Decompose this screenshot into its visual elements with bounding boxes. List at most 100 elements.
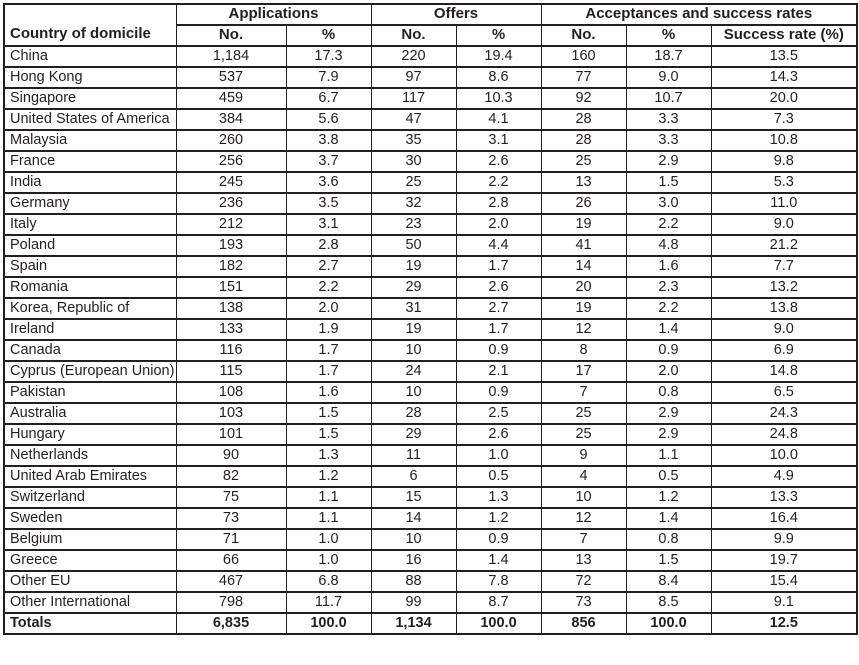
country-cell: France — [3, 150, 177, 173]
value-cell: 25 — [540, 150, 627, 173]
value-cell: 2.9 — [625, 402, 712, 425]
value-cell: 1.2 — [455, 507, 542, 530]
value-cell: 2.5 — [455, 402, 542, 425]
value-cell: 1.3 — [285, 444, 372, 467]
value-cell: 1.0 — [285, 528, 372, 551]
value-cell: 32 — [370, 192, 457, 215]
value-cell: 3.5 — [285, 192, 372, 215]
sub-header-offers-pct: % — [455, 24, 542, 47]
value-cell: 11 — [370, 444, 457, 467]
value-cell: 138 — [175, 297, 287, 320]
value-cell: 14 — [370, 507, 457, 530]
value-cell: 24 — [370, 360, 457, 383]
value-cell: 2.0 — [285, 297, 372, 320]
value-cell: 537 — [175, 66, 287, 89]
value-cell: 133 — [175, 318, 287, 341]
value-cell: 256 — [175, 150, 287, 173]
value-cell: 3.1 — [285, 213, 372, 236]
value-cell: 35 — [370, 129, 457, 152]
table-row: United States of America 384 5.6 47 4.1 28 3.3… — [3, 108, 858, 131]
value-cell: 66 — [175, 549, 287, 572]
value-cell: 10 — [370, 381, 457, 404]
value-cell: 2.6 — [455, 276, 542, 299]
value-cell: 20 — [540, 276, 627, 299]
totals-applications-no: 6,835 — [175, 612, 287, 635]
value-cell: 245 — [175, 171, 287, 194]
value-cell: 2.2 — [285, 276, 372, 299]
value-cell: 4.9 — [710, 465, 858, 488]
table-row: Sweden 73 1.1 14 1.2 12 1.4 16.4 — [3, 507, 858, 530]
table-row: Pakistan 108 1.6 10 0.9 7 0.8 6.5 — [3, 381, 858, 404]
value-cell: 10.8 — [710, 129, 858, 152]
value-cell: 10.7 — [625, 87, 712, 110]
value-cell: 92 — [540, 87, 627, 110]
value-cell: 2.7 — [285, 255, 372, 278]
value-cell: 73 — [540, 591, 627, 614]
value-cell: 0.8 — [625, 381, 712, 404]
sub-header-acceptances-pct: % — [625, 24, 712, 47]
table-row: Greece 66 1.0 16 1.4 13 1.5 19.7 — [3, 549, 858, 572]
value-cell: 2.8 — [455, 192, 542, 215]
value-cell: 47 — [370, 108, 457, 131]
value-cell: 29 — [370, 276, 457, 299]
value-cell: 1.7 — [455, 318, 542, 341]
country-cell: Pakistan — [3, 381, 177, 404]
value-cell: 116 — [175, 339, 287, 362]
value-cell: 13 — [540, 549, 627, 572]
value-cell: 8.6 — [455, 66, 542, 89]
sub-header-success-rate: Success rate (%) — [710, 24, 858, 47]
table-row: Italy 212 3.1 23 2.0 19 2.2 9.0 — [3, 213, 858, 236]
group-header-offers: Offers — [370, 3, 542, 26]
totals-offers-no: 1,134 — [370, 612, 457, 635]
totals-acceptances-pct: 100.0 — [625, 612, 712, 635]
group-header-acceptances: Acceptances and success rates — [540, 3, 858, 26]
totals-acceptances-no: 856 — [540, 612, 627, 635]
table-row: Korea, Republic of 138 2.0 31 2.7 19 2.2 13.8 — [3, 297, 858, 320]
value-cell: 72 — [540, 570, 627, 593]
country-cell: Italy — [3, 213, 177, 236]
value-cell: 7 — [540, 381, 627, 404]
value-cell: 90 — [175, 444, 287, 467]
value-cell: 0.5 — [455, 465, 542, 488]
table-row: Malaysia 260 3.8 35 3.1 28 3.3 10.8 — [3, 129, 858, 152]
table-row: Switzerland 75 1.1 15 1.3 10 1.2 13.3 — [3, 486, 858, 509]
value-cell: 14.8 — [710, 360, 858, 383]
group-header-applications: Applications — [175, 3, 372, 26]
value-cell: 7.8 — [455, 570, 542, 593]
value-cell: 182 — [175, 255, 287, 278]
value-cell: 1.7 — [285, 339, 372, 362]
table-row: Hong Kong 537 7.9 97 8.6 77 9.0 14.3 — [3, 66, 858, 89]
value-cell: 28 — [540, 129, 627, 152]
value-cell: 13.3 — [710, 486, 858, 509]
table-header: Country of domicile Applications Offers … — [3, 3, 858, 47]
value-cell: 1.2 — [285, 465, 372, 488]
value-cell: 2.2 — [625, 213, 712, 236]
value-cell: 25 — [540, 402, 627, 425]
value-cell: 4 — [540, 465, 627, 488]
value-cell: 8 — [540, 339, 627, 362]
value-cell: 2.9 — [625, 150, 712, 173]
value-cell: 1.0 — [285, 549, 372, 572]
value-cell: 1.4 — [625, 507, 712, 530]
table-row: Germany 236 3.5 32 2.8 26 3.0 11.0 — [3, 192, 858, 215]
value-cell: 2.1 — [455, 360, 542, 383]
value-cell: 236 — [175, 192, 287, 215]
value-cell: 7 — [540, 528, 627, 551]
value-cell: 0.9 — [455, 381, 542, 404]
value-cell: 13.2 — [710, 276, 858, 299]
table-row: France 256 3.7 30 2.6 25 2.9 9.8 — [3, 150, 858, 173]
value-cell: 1.9 — [285, 318, 372, 341]
value-cell: 1.5 — [285, 423, 372, 446]
table-row: Australia 103 1.5 28 2.5 25 2.9 24.3 — [3, 402, 858, 425]
table-row: Ireland 133 1.9 19 1.7 12 1.4 9.0 — [3, 318, 858, 341]
value-cell: 75 — [175, 486, 287, 509]
value-cell: 4.1 — [455, 108, 542, 131]
value-cell: 99 — [370, 591, 457, 614]
value-cell: 8.4 — [625, 570, 712, 593]
country-cell: United Arab Emirates — [3, 465, 177, 488]
country-cell: Hong Kong — [3, 66, 177, 89]
table-row: India 245 3.6 25 2.2 13 1.5 5.3 — [3, 171, 858, 194]
sub-header-applications-pct: % — [285, 24, 372, 47]
value-cell: 19 — [540, 213, 627, 236]
table-row: Netherlands 90 1.3 11 1.0 9 1.1 10.0 — [3, 444, 858, 467]
